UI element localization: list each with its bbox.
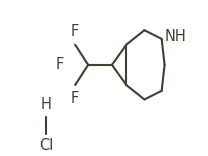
Text: F: F [55,57,64,72]
Text: Cl: Cl [39,138,53,153]
Text: NH: NH [165,29,186,44]
Text: H: H [41,98,52,112]
Text: F: F [71,24,79,39]
Text: F: F [71,91,79,106]
